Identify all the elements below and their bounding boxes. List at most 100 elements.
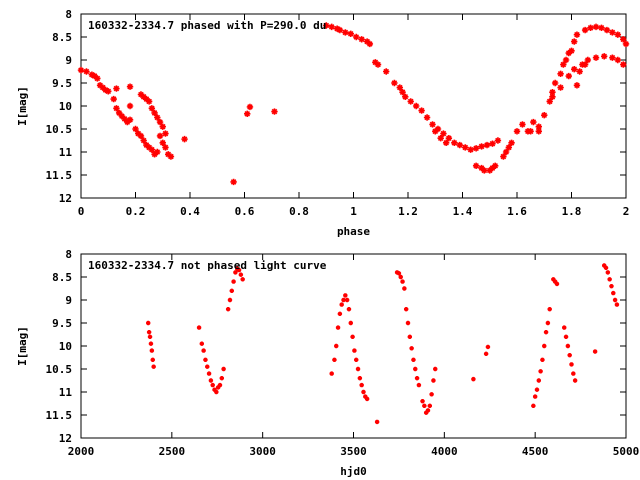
data-point <box>221 366 226 372</box>
x-axis-label: phase <box>337 225 370 238</box>
data-point <box>219 376 224 381</box>
data-point <box>622 40 630 48</box>
data-point <box>573 31 581 38</box>
data-point <box>584 56 592 64</box>
y-tick-label: 11 <box>59 386 73 399</box>
data-point <box>126 116 134 123</box>
data-point <box>607 277 612 282</box>
data-point <box>432 128 439 135</box>
data-point <box>456 141 463 149</box>
data-point <box>534 387 540 392</box>
data-point <box>353 33 360 41</box>
data-point <box>451 139 458 146</box>
data-point <box>560 61 567 68</box>
data-point <box>150 357 155 362</box>
data-point <box>612 297 618 303</box>
data-point <box>519 121 526 128</box>
data-point <box>609 54 616 61</box>
data-point <box>413 366 418 372</box>
data-point <box>492 162 499 169</box>
data-point <box>357 376 363 381</box>
data-point <box>614 56 622 64</box>
data-point <box>396 271 402 276</box>
data-point <box>347 30 354 37</box>
data-point <box>148 341 154 346</box>
data-point <box>603 26 611 34</box>
data-point <box>91 72 98 80</box>
data-point <box>549 93 556 100</box>
y-tick-label: 9 <box>65 54 72 67</box>
data-point <box>505 144 513 151</box>
y-tick-label: 8.5 <box>52 31 72 44</box>
data-point <box>571 66 578 73</box>
x-tick-label: 1.2 <box>398 205 418 218</box>
y-tick-label: 10 <box>59 340 72 353</box>
data-point <box>535 128 542 135</box>
y-tick-label: 9.5 <box>52 77 72 90</box>
data-point <box>467 146 474 153</box>
data-point <box>214 389 219 395</box>
data-point <box>203 357 208 362</box>
x-tick-label: 3500 <box>340 445 367 458</box>
data-point <box>483 141 491 149</box>
data-point <box>527 128 534 135</box>
data-point <box>159 123 166 130</box>
data-point <box>206 371 212 376</box>
data-point <box>201 348 206 353</box>
data-point <box>614 31 622 38</box>
data-point <box>352 348 357 353</box>
data-point <box>592 23 600 31</box>
data-point <box>423 114 431 121</box>
data-point <box>416 382 422 388</box>
data-point <box>244 110 251 118</box>
x-tick-label: 1.8 <box>562 205 582 218</box>
data-point <box>531 403 536 408</box>
y-tick-label: 12 <box>59 192 72 205</box>
data-point <box>159 139 166 146</box>
data-point <box>374 61 382 68</box>
data-point <box>210 382 215 388</box>
data-point <box>565 49 572 57</box>
data-point <box>445 135 453 142</box>
data-point <box>342 29 349 36</box>
data-point <box>573 82 581 89</box>
data-point <box>562 56 570 64</box>
data-point <box>540 357 545 362</box>
data-point <box>339 302 344 307</box>
data-point <box>551 79 559 87</box>
chart-panel-1: 0 0.2 0.4 0.6 0.8 1 1.2 1.4 1.6 1.8 2 8 8.5 9 9.5 10 10.… <box>16 8 629 238</box>
data-point <box>571 371 576 376</box>
data-point <box>383 68 390 75</box>
data-point <box>611 290 616 296</box>
y-tick-label: 11.5 <box>46 169 73 182</box>
data-point <box>343 293 348 298</box>
data-point <box>568 47 575 54</box>
data-point <box>147 334 153 339</box>
data-point <box>140 137 147 144</box>
y-tick-label: 9 <box>65 294 72 307</box>
data-point <box>199 341 205 346</box>
y-axis-label: I[mag] <box>16 326 29 366</box>
data-point <box>354 357 359 362</box>
data-point <box>471 376 476 382</box>
data-point <box>151 151 158 158</box>
data-point <box>341 297 346 303</box>
data-point <box>96 82 104 89</box>
data-point <box>118 112 126 120</box>
y-tick-label: 9.5 <box>52 317 72 330</box>
data-point <box>425 408 431 413</box>
data-point <box>598 24 605 31</box>
data-point <box>614 302 620 307</box>
data-point <box>374 419 380 425</box>
data-point <box>403 307 409 312</box>
data-point <box>165 151 172 158</box>
x-tick-label: 1.6 <box>507 205 527 218</box>
y-tick-label: 8 <box>65 248 72 261</box>
y-tick-label: 11 <box>59 146 73 159</box>
data-point <box>478 164 485 172</box>
data-point <box>399 89 406 96</box>
data-point <box>440 130 447 137</box>
data-point <box>542 343 547 349</box>
